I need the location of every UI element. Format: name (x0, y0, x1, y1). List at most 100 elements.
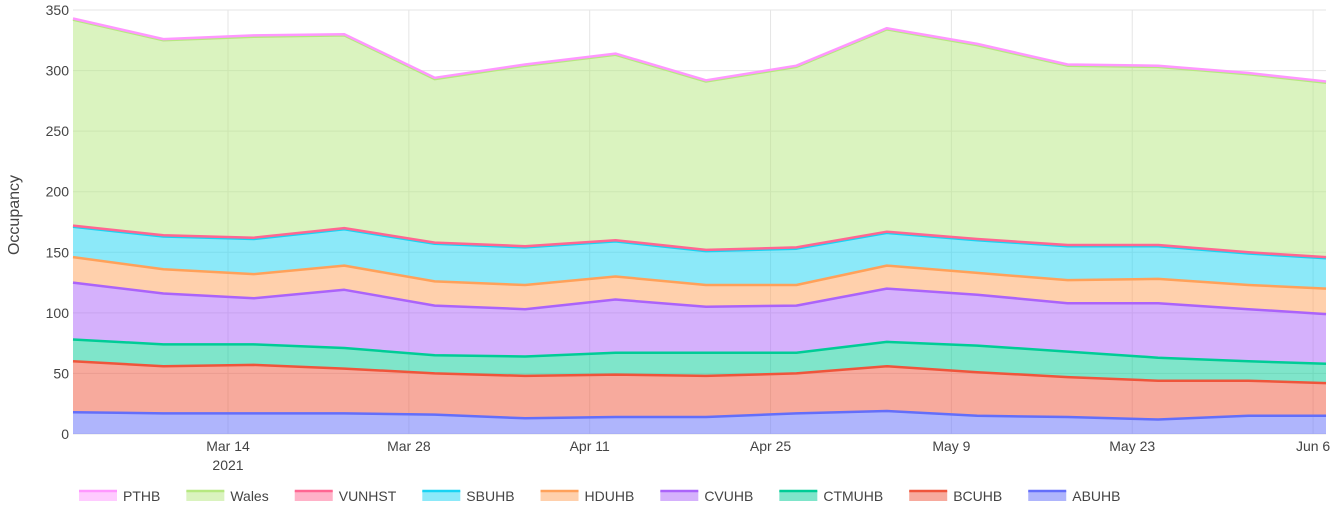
area-wales (73, 19, 1326, 258)
point-pthb (1247, 72, 1249, 74)
point-vunhst (1157, 244, 1159, 246)
point-ctmuhb (976, 345, 978, 347)
point-pthb (253, 34, 255, 36)
point-pthb (615, 53, 617, 55)
point-cvuhb (343, 289, 345, 291)
y-tick-label: 150 (46, 244, 70, 260)
y-axis-title: Occupancy (6, 175, 23, 255)
legend-item-wales[interactable]: Wales (186, 488, 269, 504)
point-cvuhb (72, 282, 74, 284)
x-tick-sublabel: 2021 (212, 457, 243, 473)
legend-item-bcuhb[interactable]: BCUHB (909, 488, 1002, 504)
legend-label: CVUHB (704, 488, 753, 504)
point-ctmuhb (434, 354, 436, 356)
line-abuhb (72, 409, 1326, 421)
legend-swatch (79, 491, 117, 501)
line-vunhst (72, 224, 1327, 259)
point-hduhb (795, 284, 797, 286)
legend-swatch (779, 491, 818, 501)
point-vunhst (253, 237, 255, 239)
legend-label: VUNHST (339, 488, 397, 504)
point-abuhb (162, 412, 164, 414)
legend-label: Wales (230, 488, 268, 504)
point-hduhb (1247, 284, 1249, 286)
point-pthb (886, 27, 888, 29)
line-hduhb (72, 255, 1327, 290)
line-cvuhb (72, 281, 1327, 316)
point-pthb (705, 79, 707, 81)
legend-swatch (186, 491, 225, 501)
point-hduhb (162, 268, 164, 270)
point-hduhb (615, 276, 617, 278)
point-ctmuhb (615, 352, 617, 354)
point-hduhb (343, 265, 345, 267)
point-vunhst (886, 231, 888, 233)
area-cvuhb (73, 282, 1326, 364)
point-vunhst (162, 234, 164, 236)
point-cvuhb (524, 308, 526, 310)
legend-item-abuhb[interactable]: ABUHB (1028, 488, 1120, 504)
legend-item-hduhb[interactable]: HDUHB (540, 488, 635, 504)
point-bcuhb (615, 374, 617, 376)
point-bcuhb (976, 371, 978, 373)
area-layer (73, 18, 1326, 434)
point-abuhb (886, 410, 888, 412)
area-bcuhb (73, 361, 1326, 420)
point-cvuhb (1325, 313, 1327, 315)
x-tick-label: Apr 11 (570, 438, 610, 454)
point-pthb (524, 64, 526, 66)
legend-item-cvuhb[interactable]: CVUHB (660, 488, 753, 504)
y-axis-ticks: 0 50 100 150 200 250 300 350 (46, 2, 70, 442)
point-cvuhb (795, 305, 797, 307)
point-ctmuhb (1067, 351, 1069, 353)
point-ctmuhb (1157, 357, 1159, 359)
legend-swatch (909, 491, 948, 501)
point-hduhb (886, 265, 888, 267)
point-cvuhb (253, 297, 255, 299)
x-tick-label: Mar 14 (206, 438, 250, 454)
point-pthb (162, 38, 164, 40)
legend-item-pthb[interactable]: PTHB (79, 488, 160, 504)
point-ctmuhb (343, 347, 345, 349)
legend-label: HDUHB (585, 488, 635, 504)
legend-item-ctmuhb[interactable]: CTMUHB (779, 488, 883, 504)
point-ctmuhb (1247, 360, 1249, 362)
point-cvuhb (434, 305, 436, 307)
point-abuhb (795, 412, 797, 414)
point-ctmuhb (795, 352, 797, 354)
point-bcuhb (343, 368, 345, 370)
legend-label: SBUHB (466, 488, 514, 504)
point-abuhb (1067, 416, 1069, 418)
legend-swatch (1028, 491, 1067, 501)
point-hduhb (1157, 278, 1159, 280)
x-tick-label: Mar 28 (387, 438, 431, 454)
point-abuhb (524, 417, 526, 419)
point-vunhst (615, 239, 617, 241)
x-tick-label: May 23 (1109, 438, 1155, 454)
point-abuhb (976, 415, 978, 417)
legend-item-vunhst[interactable]: VUNHST (294, 488, 397, 504)
point-bcuhb (795, 372, 797, 374)
point-hduhb (524, 284, 526, 286)
line-ctmuhb (72, 338, 1327, 365)
point-bcuhb (524, 375, 526, 377)
point-vunhst (795, 246, 797, 248)
point-bcuhb (162, 365, 164, 367)
point-abuhb (434, 414, 436, 416)
x-tick-label: Apr 25 (750, 438, 791, 454)
point-bcuhb (705, 375, 707, 377)
point-hduhb (1067, 279, 1069, 281)
y-tick-label: 50 (53, 365, 69, 381)
point-pthb (72, 17, 74, 19)
point-pthb (795, 65, 797, 67)
point-vunhst (705, 249, 707, 251)
point-abuhb (615, 416, 617, 418)
line-bcuhb (72, 360, 1327, 385)
point-pthb (434, 77, 436, 79)
point-abuhb (253, 412, 255, 414)
point-ctmuhb (705, 352, 707, 354)
point-cvuhb (886, 288, 888, 290)
legend-item-sbuhb[interactable]: SBUHB (422, 488, 515, 504)
point-cvuhb (1067, 302, 1069, 304)
